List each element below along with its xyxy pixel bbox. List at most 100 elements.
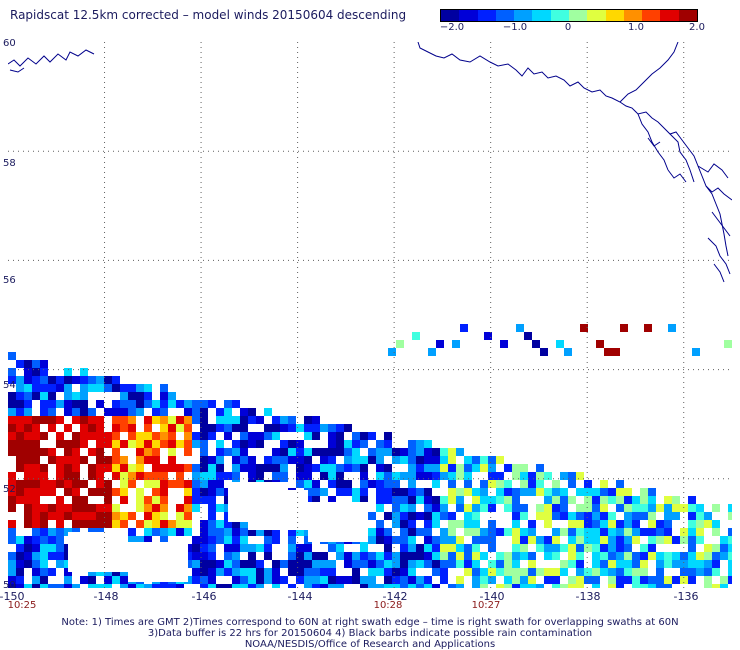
wind-cell xyxy=(336,480,344,488)
wind-cell xyxy=(360,544,368,552)
wind-cell xyxy=(592,512,600,520)
wind-cell xyxy=(360,456,368,464)
colorbar xyxy=(440,9,698,22)
wind-cell xyxy=(232,560,240,568)
wind-cell xyxy=(416,560,424,568)
wind-cell xyxy=(632,536,640,544)
wind-cell xyxy=(24,416,32,424)
wind-cell xyxy=(232,456,240,464)
wind-cell xyxy=(40,472,48,480)
wind-cell xyxy=(648,536,656,544)
wind-cell xyxy=(600,552,608,560)
wind-cell xyxy=(88,504,96,512)
wind-cell xyxy=(408,520,416,528)
wind-cell xyxy=(344,448,352,456)
wind-cell xyxy=(584,512,592,520)
wind-cell xyxy=(568,536,576,544)
wind-cell xyxy=(40,392,48,400)
wind-cell xyxy=(632,512,640,520)
wind-cell xyxy=(696,512,704,520)
wind-cell xyxy=(48,384,56,392)
wind-cell xyxy=(256,568,264,576)
wind-cell xyxy=(8,472,16,480)
wind-cell xyxy=(56,440,64,448)
wind-cell xyxy=(312,464,320,472)
wind-cell xyxy=(608,584,616,588)
wind-cell xyxy=(336,584,344,588)
swath-time-label: 10:28 xyxy=(373,600,403,611)
wind-cell xyxy=(344,440,352,448)
wind-cell xyxy=(312,496,320,504)
wind-cell xyxy=(80,392,88,400)
wind-cell xyxy=(440,552,448,560)
wind-cell xyxy=(580,324,588,332)
wind-cell xyxy=(672,560,680,568)
wind-cell xyxy=(176,400,184,408)
wind-cell xyxy=(616,584,624,588)
wind-cell xyxy=(200,536,208,544)
wind-cell xyxy=(240,416,248,424)
wind-cell xyxy=(248,440,256,448)
wind-cell xyxy=(208,400,216,408)
wind-cell xyxy=(600,568,608,576)
wind-cell xyxy=(80,520,88,528)
wind-cell xyxy=(576,560,584,568)
wind-cell xyxy=(344,480,352,488)
wind-cell xyxy=(120,472,128,480)
wind-cell xyxy=(248,472,256,480)
wind-cell xyxy=(560,584,568,588)
wind-cell xyxy=(644,324,652,332)
wind-cell xyxy=(160,528,168,536)
wind-cell xyxy=(24,504,32,512)
wind-cell xyxy=(640,512,648,520)
wind-cell xyxy=(8,416,16,424)
wind-cell xyxy=(272,472,280,480)
wind-cell xyxy=(192,408,200,416)
wind-cell xyxy=(192,464,200,472)
wind-cell xyxy=(336,488,344,496)
wind-cell xyxy=(392,456,400,464)
wind-cell xyxy=(328,464,336,472)
wind-cell xyxy=(560,472,568,480)
wind-cell xyxy=(192,400,200,408)
wind-cell xyxy=(48,568,56,576)
wind-cell xyxy=(320,488,328,496)
wind-cell xyxy=(224,472,232,480)
wind-cell xyxy=(696,528,704,536)
wind-cell xyxy=(608,488,616,496)
wind-cell xyxy=(424,560,432,568)
wind-cell xyxy=(64,456,72,464)
wind-cell xyxy=(184,512,192,520)
wind-cell xyxy=(128,384,136,392)
wind-cell xyxy=(432,584,440,588)
wind-cell xyxy=(304,472,312,480)
wind-cell xyxy=(280,560,288,568)
wind-cell xyxy=(200,568,208,576)
wind-cell xyxy=(440,472,448,480)
wind-cell xyxy=(168,440,176,448)
wind-cell xyxy=(472,520,480,528)
wind-cell xyxy=(528,560,536,568)
wind-cell xyxy=(456,464,464,472)
wind-cell xyxy=(184,424,192,432)
wind-cell xyxy=(240,464,248,472)
wind-cell xyxy=(336,432,344,440)
wind-cell xyxy=(176,504,184,512)
wind-cell xyxy=(8,488,16,496)
wind-cell xyxy=(152,464,160,472)
wind-cell xyxy=(240,408,248,416)
wind-cell xyxy=(320,472,328,480)
wind-cell xyxy=(72,520,80,528)
wind-cell xyxy=(624,552,632,560)
wind-cell xyxy=(320,560,328,568)
lon-label: -148 xyxy=(93,590,119,603)
wind-cell xyxy=(8,392,16,400)
wind-cell xyxy=(72,472,80,480)
wind-cell xyxy=(640,568,648,576)
wind-cell xyxy=(400,584,408,588)
wind-cell xyxy=(32,576,40,584)
wind-cell xyxy=(88,576,96,584)
wind-cell xyxy=(32,496,40,504)
wind-cell xyxy=(408,472,416,480)
wind-cell xyxy=(128,424,136,432)
